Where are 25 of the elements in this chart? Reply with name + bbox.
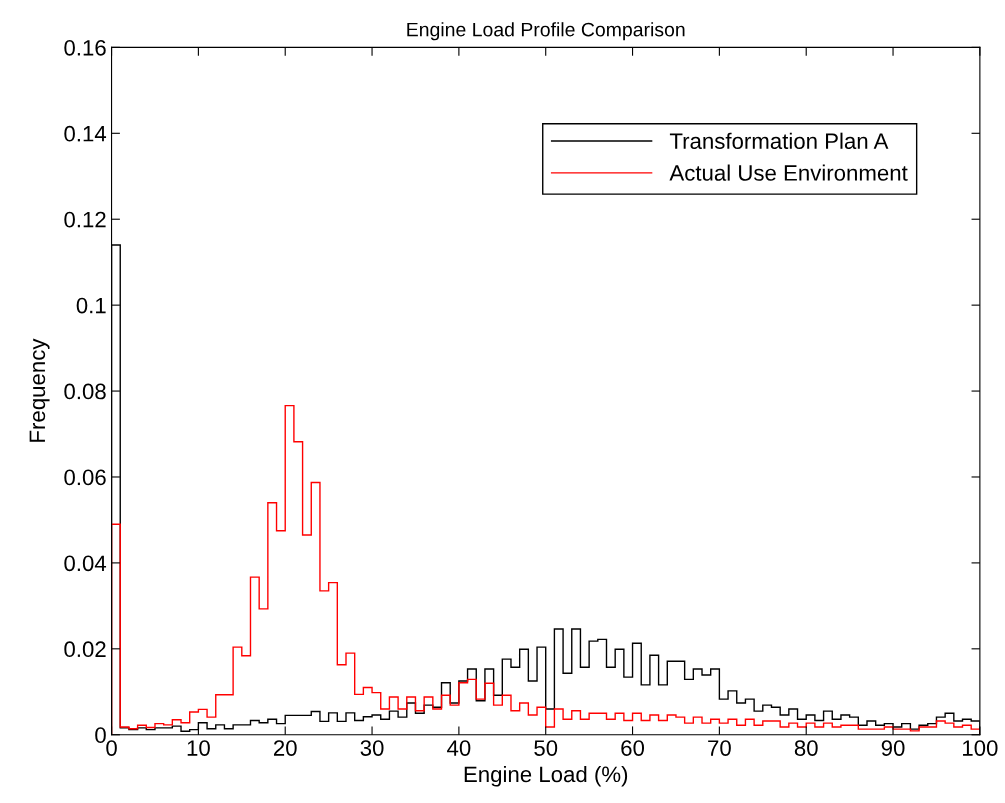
y-tick-label: 0.08 — [64, 383, 106, 400]
x-tick-label: 0 — [106, 740, 117, 756]
x-tick-label: 50 — [534, 740, 558, 756]
x-tick-label: 40 — [447, 740, 471, 756]
y-axis-title: Frequency — [29, 338, 50, 442]
x-tick-label: 20 — [273, 740, 297, 756]
x-tick-label: 90 — [881, 740, 905, 756]
y-tick-label: 0.04 — [64, 555, 107, 572]
legend-label: Actual Use Environment — [669, 164, 908, 181]
y-tick-label: 0.02 — [64, 641, 106, 658]
x-tick-label: 60 — [621, 740, 645, 756]
y-tick-label: 0.14 — [64, 125, 107, 142]
x-tick-label: 10 — [187, 740, 210, 756]
y-tick-label: 0.16 — [64, 39, 106, 56]
y-tick-label: 0.1 — [76, 297, 106, 314]
x-tick-label: 100 — [963, 740, 998, 756]
x-tick-label: 30 — [360, 740, 384, 756]
y-tick-label: 0.12 — [64, 211, 106, 228]
x-tick-label: 70 — [708, 740, 731, 756]
x-axis-title: Engine Load (%) — [464, 765, 628, 787]
chart-title: Engine Load Profile Comparison — [407, 22, 685, 41]
y-tick-label: 0 — [95, 727, 106, 744]
y-tick-label: 0.06 — [64, 469, 106, 486]
legend-label: Transformation Plan A — [669, 132, 889, 149]
x-tick-label: 80 — [794, 740, 818, 756]
